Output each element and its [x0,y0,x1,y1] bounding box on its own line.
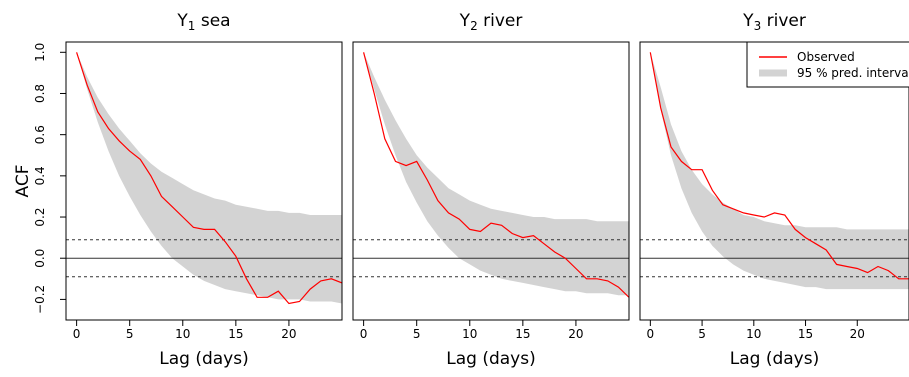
legend-label: Observed [797,50,855,64]
legend-box [746,41,909,88]
x-tick-label: 0 [360,327,368,341]
x-tick-label: 20 [281,327,296,341]
x-tick-label: 15 [798,327,813,341]
observed-acf-line [76,52,342,305]
y-tick-label: 0.4 [33,166,47,185]
x-tick-label: 0 [647,327,655,341]
observed-acf-line [363,52,629,298]
x-tick-label: 10 [462,327,477,341]
legend: Observed 95 % pred. interval [746,41,909,88]
x-tick-label: 0 [73,327,81,341]
x-tick-label: 5 [413,327,421,341]
legend-label: 95 % pred. interval [797,66,909,80]
y-axis-label: ACF [13,165,33,198]
y-tick-label: 0.8 [33,84,47,103]
y-tick-label: 0.0 [33,249,47,268]
prediction-interval-band [76,52,342,304]
acf-panel-3: 0 5 10 15 20 Y3 river Lag (days) Observed 95 % p… [639,11,909,369]
y-tick-label: 1.0 [33,43,47,62]
x-axis-label: Lag (days) [446,349,535,369]
prediction-interval-band [363,52,629,296]
x-axis-label: Lag (days) [730,349,819,369]
acf-panel-2: 0 5 10 15 20 Y2 river Lag (days) [352,11,630,369]
prediction-interval-band [650,52,909,290]
acf-panel-1: 0 5 10 15 20 −0.2 0.0 0.2 0.4 0.6 0.8 1.0 Y1 sea Lag … [13,11,343,369]
x-tick-label: 20 [850,327,865,341]
panel-title: Y1 sea [176,11,230,33]
panel-title: Y2 river [459,11,523,33]
y-tick-label: 0.6 [33,125,47,144]
plot-area [353,52,629,298]
panel-frame [65,41,343,321]
x-tick-label: 10 [746,327,761,341]
plot-area [640,52,909,290]
panel-title: Y3 river [742,11,806,33]
y-tick-label: 0.2 [33,207,47,226]
panel-frame [352,41,630,321]
x-axis-label: Lag (days) [159,349,248,369]
x-tick-label: 5 [126,327,134,341]
x-tick-label: 15 [515,327,530,341]
y-tick-label: −0.2 [33,285,47,314]
x-tick-label: 20 [568,327,583,341]
x-tick-label: 5 [698,327,706,341]
x-tick-label: 15 [228,327,243,341]
observed-acf-line [649,52,909,280]
plot-area [66,52,342,305]
x-tick-label: 10 [175,327,190,341]
